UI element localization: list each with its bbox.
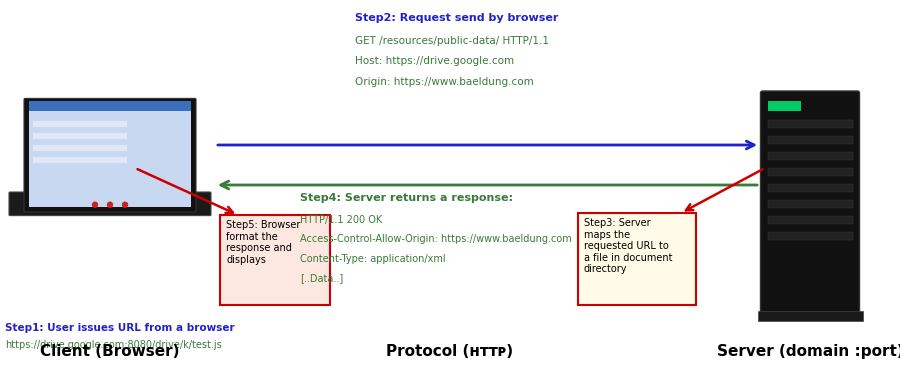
Text: Step1: User issues URL from a browser: Step1: User issues URL from a browser (5, 323, 235, 333)
Text: Content-Type: application/xml: Content-Type: application/xml (300, 254, 446, 264)
Text: Server (domain :port): Server (domain :port) (716, 344, 900, 359)
FancyBboxPatch shape (33, 157, 127, 163)
FancyBboxPatch shape (33, 145, 127, 151)
Text: https://drive.google.com:8080/drive/k/test.js: https://drive.google.com:8080/drive/k/te… (5, 340, 221, 350)
FancyBboxPatch shape (768, 136, 852, 144)
Text: Client (Browser): Client (Browser) (40, 344, 180, 359)
Text: GET /resources/public-data/ HTTP/1.1: GET /resources/public-data/ HTTP/1.1 (355, 36, 549, 46)
FancyBboxPatch shape (29, 101, 191, 112)
FancyBboxPatch shape (24, 98, 196, 212)
FancyBboxPatch shape (578, 213, 696, 305)
FancyBboxPatch shape (768, 200, 852, 208)
FancyBboxPatch shape (768, 184, 852, 192)
FancyBboxPatch shape (768, 168, 852, 176)
FancyBboxPatch shape (768, 120, 852, 128)
Text: [..Data..]: [..Data..] (300, 273, 343, 283)
FancyBboxPatch shape (33, 134, 127, 140)
FancyBboxPatch shape (768, 101, 801, 111)
Text: Step2: Request send by browser: Step2: Request send by browser (355, 13, 558, 23)
Text: Origin: https://www.baeldung.com: Origin: https://www.baeldung.com (355, 77, 534, 87)
Circle shape (122, 202, 128, 207)
FancyBboxPatch shape (768, 216, 852, 224)
FancyBboxPatch shape (760, 91, 860, 315)
FancyBboxPatch shape (29, 103, 191, 207)
Text: Access-Control-Allow-Origin: https://www.baeldung.com: Access-Control-Allow-Origin: https://www… (300, 235, 572, 244)
FancyBboxPatch shape (768, 152, 852, 160)
Text: HTTP/1.1 200 OK: HTTP/1.1 200 OK (300, 215, 382, 225)
FancyBboxPatch shape (768, 232, 852, 240)
Text: Step5: Browser
format the
response and
displays: Step5: Browser format the response and d… (226, 220, 301, 265)
Circle shape (93, 202, 97, 207)
Circle shape (107, 202, 112, 207)
FancyBboxPatch shape (220, 215, 330, 305)
FancyBboxPatch shape (758, 311, 862, 321)
FancyBboxPatch shape (9, 192, 211, 216)
Text: Step4: Server returns a response:: Step4: Server returns a response: (300, 193, 513, 203)
Text: Host: https://drive.google.com: Host: https://drive.google.com (355, 56, 514, 66)
Text: Protocol (ʜᴛᴛᴘ): Protocol (ʜᴛᴛᴘ) (386, 344, 514, 359)
Text: Step3: Server
maps the
requested URL to
a file in document
directory: Step3: Server maps the requested URL to … (584, 218, 672, 275)
FancyBboxPatch shape (33, 121, 127, 128)
